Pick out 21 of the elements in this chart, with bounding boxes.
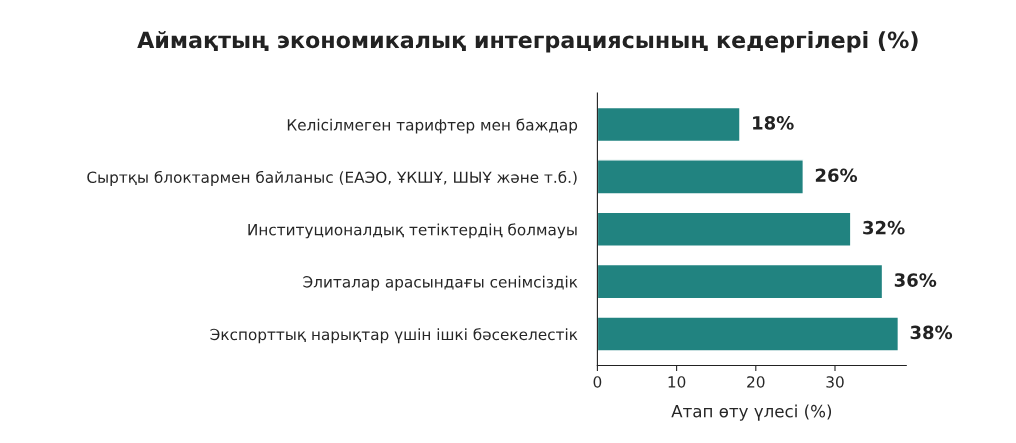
x-tick-label: 10 <box>668 376 686 388</box>
data-label: 26% <box>815 168 858 183</box>
x-tick-label: 30 <box>826 376 844 388</box>
y-tick-label: Келісілмеген тарифтер мен баждар <box>287 118 578 134</box>
data-label: 38% <box>910 325 953 340</box>
data-label: 18% <box>753 116 794 130</box>
x-tick-label: 20 <box>747 376 765 388</box>
y-tick-label: Институционалдық тетіктердің болмауы <box>248 223 577 239</box>
y-tick-label: Элиталар арасындағы сенімсіздік <box>303 275 578 291</box>
bar <box>597 106 741 143</box>
y-tick-label: Сыртқы блоктармен байланыс (ЕАЭО, ҰКШҰ, ШЫҰ және т.б.) <box>87 170 577 186</box>
x-tick-label: 0 <box>593 376 602 388</box>
bar <box>597 263 884 300</box>
x-axis-title: Атап өту үлесі (%) <box>671 404 832 421</box>
chart-title: Аймақтың экономикалық интеграциясының кедергілері (%) <box>137 31 918 53</box>
bar <box>597 316 900 352</box>
data-label: 36% <box>894 273 937 287</box>
bar <box>597 211 852 247</box>
y-tick-label: Экспорттық нарықтар үшін ішкі бәсекелестік <box>210 328 578 344</box>
data-label: 32% <box>863 220 905 235</box>
bar <box>597 159 805 195</box>
